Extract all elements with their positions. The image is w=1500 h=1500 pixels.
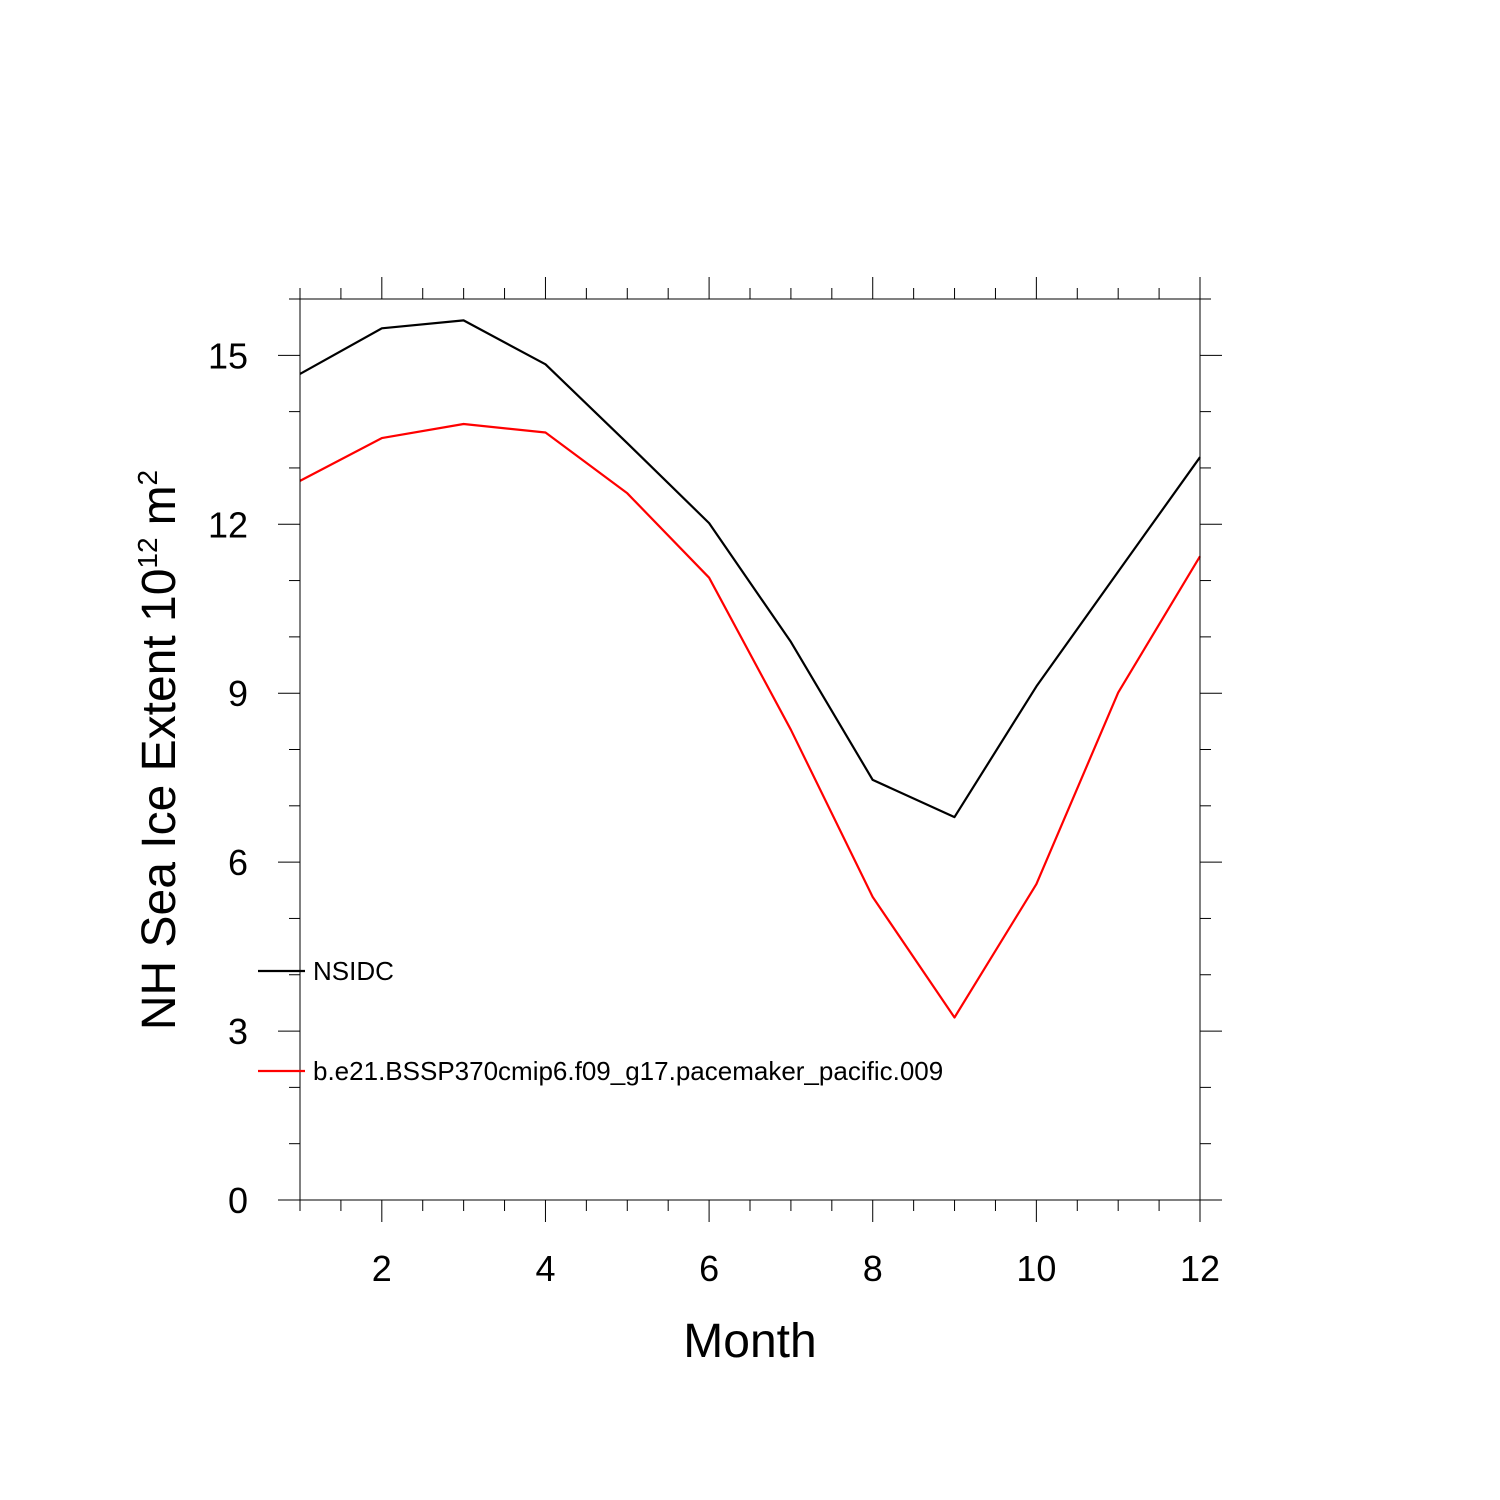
legend: NSIDC b.e21.BSSP370cmip6.f09_g17.pacemake… <box>258 956 943 1086</box>
y-tick-label: 12 <box>208 504 248 545</box>
y-axis-title: NH Sea Ice Extent 1012 m2 <box>132 470 186 1030</box>
y-tick-label: 3 <box>228 1011 248 1052</box>
legend-label: NSIDC <box>313 956 394 986</box>
y-tick-label: 15 <box>208 335 248 376</box>
y-axis-title-exponent: 12 <box>132 537 163 568</box>
y-axis-title-unit: m <box>133 485 186 525</box>
data-series <box>299 319 1201 1019</box>
plot-frame <box>299 298 1201 1201</box>
series-line-0 <box>299 319 1201 819</box>
y-tick-label: 9 <box>228 673 248 714</box>
axis-ticks <box>278 277 1222 1222</box>
tick-labels: 2 4 6 8 10 12 0 3 6 9 12 15 <box>208 335 1220 1289</box>
y-axis-title-unit-exponent: 2 <box>132 470 163 486</box>
x-tick-label: 10 <box>1016 1248 1056 1289</box>
x-tick-label: 12 <box>1180 1248 1220 1289</box>
x-axis-title: Month <box>683 1315 816 1368</box>
y-tick-label: 0 <box>228 1180 248 1221</box>
legend-label: b.e21.BSSP370cmip6.f09_g17.pacemaker_pac… <box>313 1056 943 1086</box>
x-tick-label: 6 <box>699 1248 719 1289</box>
x-tick-label: 4 <box>535 1248 555 1289</box>
x-tick-label: 2 <box>372 1248 392 1289</box>
x-tick-label: 8 <box>863 1248 883 1289</box>
series-line-1 <box>299 422 1201 1019</box>
y-axis-title-main: NH Sea Ice Extent 10 <box>133 569 186 1031</box>
y-tick-label: 6 <box>228 842 248 883</box>
